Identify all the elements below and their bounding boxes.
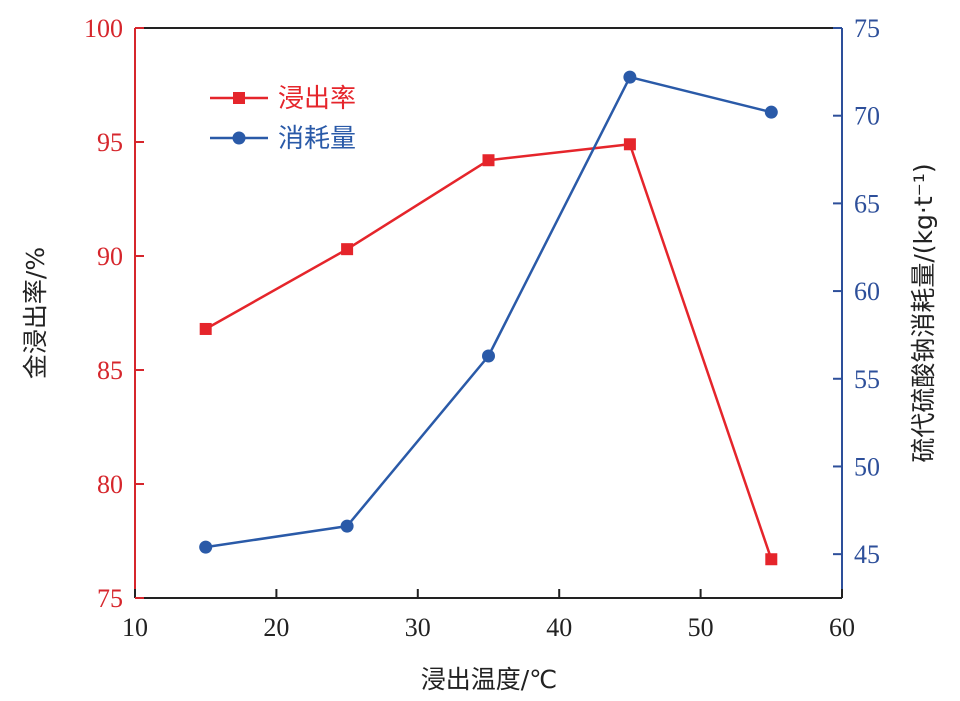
data-point xyxy=(623,138,636,151)
y-left-tick-label: 85 xyxy=(97,356,123,385)
y-left-tick-label: 100 xyxy=(84,14,123,43)
y-right-tick-label: 70 xyxy=(854,102,880,131)
x-tick-label: 30 xyxy=(405,613,431,642)
legend-label: 消耗量 xyxy=(278,124,356,154)
legend-label: 浸出率 xyxy=(278,84,356,114)
y-axis-left-label: 金浸出率/% xyxy=(21,247,50,379)
data-point xyxy=(764,105,778,119)
y-left-tick-label: 75 xyxy=(97,584,123,613)
x-tick-label: 50 xyxy=(688,613,714,642)
y-left-tick-label: 90 xyxy=(97,242,123,271)
series xyxy=(199,70,778,566)
y-right-tick-label: 75 xyxy=(854,14,880,43)
y-right-tick-label: 55 xyxy=(854,365,880,394)
y-left-tick-label: 95 xyxy=(97,128,123,157)
x-tick-label: 60 xyxy=(829,613,855,642)
y-right-tick-label: 45 xyxy=(854,540,880,569)
x-axis-label: 浸出温度/℃ xyxy=(421,665,558,694)
y-axis-right-label: 硫代硫酸钠消耗量/(kg·t⁻¹) xyxy=(909,163,938,462)
data-point xyxy=(199,322,212,335)
x-tick-label: 40 xyxy=(546,613,572,642)
series-消耗量 xyxy=(199,70,778,554)
legend-marker xyxy=(233,92,245,104)
y-right-tick-label: 65 xyxy=(854,189,880,218)
data-point xyxy=(482,154,495,167)
series-浸出率 xyxy=(199,138,778,566)
x-tick-label: 10 xyxy=(122,613,148,642)
axes xyxy=(134,27,843,599)
legend-item: 消耗量 xyxy=(210,124,356,154)
x-tick-label: 20 xyxy=(263,613,289,642)
y-right-tick-label: 50 xyxy=(854,452,880,481)
legend-marker xyxy=(232,131,246,145)
y-right-tick-label: 60 xyxy=(854,277,880,306)
data-point xyxy=(340,519,354,533)
data-point xyxy=(341,243,354,256)
data-point xyxy=(199,540,213,554)
data-point xyxy=(623,70,637,84)
legend-item: 浸出率 xyxy=(210,84,356,114)
y-left-tick-label: 80 xyxy=(97,470,123,499)
data-point xyxy=(482,349,495,363)
data-point xyxy=(765,553,778,566)
ticks: 10 20 30 40 50 60 75 80 85 90 95 100 45 50 55 60 65 70 75 xyxy=(84,14,880,642)
